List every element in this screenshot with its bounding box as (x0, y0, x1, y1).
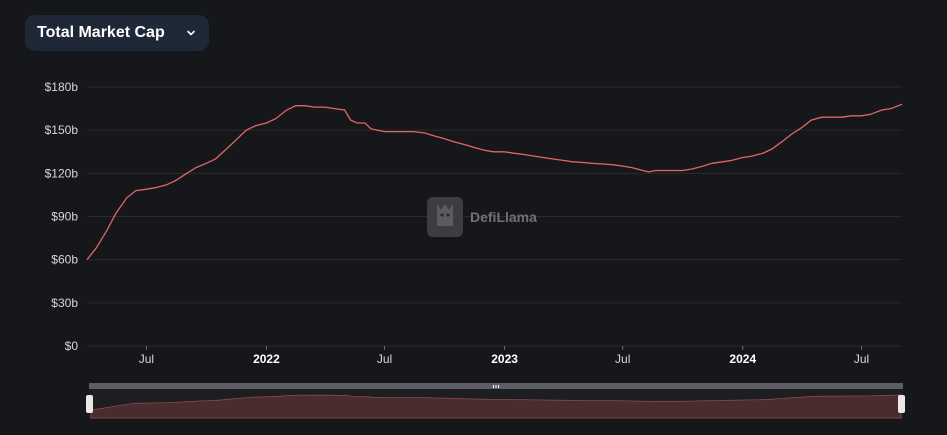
y-tick-label: $180b (45, 80, 79, 94)
y-tick-label: $120b (45, 166, 79, 180)
watermark: DefiLlama (427, 197, 537, 237)
x-axis-ticks: Jul 2022 Jul 2023 Jul 2024 Jul (139, 346, 869, 366)
metric-select-label: Total Market Cap (37, 24, 165, 41)
x-tick-label: Jul (139, 352, 154, 366)
y-axis-ticks: $0 $30b $60b $90b $120b $150b $180b (45, 80, 79, 353)
x-tick-label: 2022 (253, 352, 280, 366)
market-cap-line (86, 103, 903, 261)
slider-handle-right[interactable] (898, 395, 905, 413)
y-tick-label: $0 (65, 339, 79, 353)
x-tick-label: Jul (854, 352, 869, 366)
y-tick-label: $90b (51, 210, 78, 224)
metric-select-button[interactable]: Total Market Cap (25, 15, 209, 51)
y-tick-label: $60b (51, 253, 78, 267)
slider-grip-icon (493, 385, 499, 388)
chart-grid (87, 86, 902, 347)
range-slider[interactable] (86, 383, 905, 419)
defillama-logo-icon (427, 197, 463, 237)
x-tick-label: Jul (377, 352, 392, 366)
slider-handle-left[interactable] (86, 395, 93, 413)
overview-area (90, 394, 902, 419)
x-tick-label: 2024 (729, 352, 756, 366)
watermark-text: DefiLlama (470, 209, 537, 225)
y-tick-label: $150b (45, 123, 79, 137)
y-tick-label: $30b (51, 296, 78, 310)
chevron-down-icon (187, 30, 195, 36)
x-tick-label: 2023 (491, 352, 518, 366)
x-tick-label: Jul (615, 352, 630, 366)
